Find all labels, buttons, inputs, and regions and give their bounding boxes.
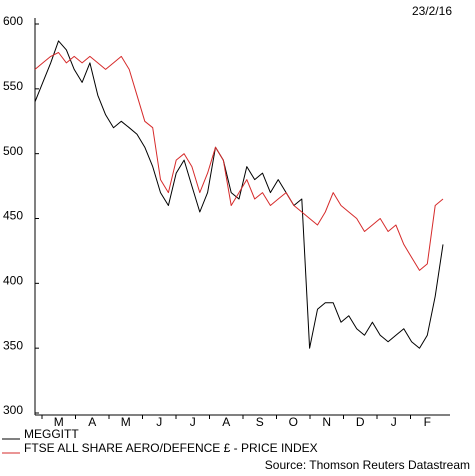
- y-tick-label: 550: [3, 79, 23, 93]
- date-label: 23/2/16: [412, 4, 452, 18]
- y-tick-label: 450: [3, 209, 23, 223]
- y-tick-label: 600: [3, 14, 23, 28]
- x-tick-label: A: [88, 415, 96, 429]
- x-tick-label: A: [222, 415, 230, 429]
- y-tick-label: 500: [3, 144, 23, 158]
- x-tick-label: J: [190, 415, 196, 429]
- x-tick-label: O: [289, 415, 298, 429]
- x-tick-label: J: [156, 415, 162, 429]
- source: Source: Thomson Reuters Datastream: [265, 458, 470, 472]
- x-tick-label: M: [54, 415, 64, 429]
- legend-label: MEGGITT: [24, 427, 79, 441]
- x-tick-label: F: [424, 415, 431, 429]
- series-line: [34, 40, 444, 349]
- x-tick-label: D: [356, 415, 365, 429]
- legend-label: FTSE ALL SHARE AERO/DEFENCE £ - PRICE IN…: [24, 441, 318, 455]
- x-tick-label: M: [121, 415, 131, 429]
- x-tick-label: N: [322, 415, 331, 429]
- y-tick-label: 400: [3, 274, 23, 288]
- series-line: [34, 52, 444, 271]
- x-tick-label: J: [391, 415, 397, 429]
- x-tick-label: S: [256, 415, 264, 429]
- y-tick-label: 350: [3, 338, 23, 352]
- y-tick-label: 300: [3, 403, 23, 417]
